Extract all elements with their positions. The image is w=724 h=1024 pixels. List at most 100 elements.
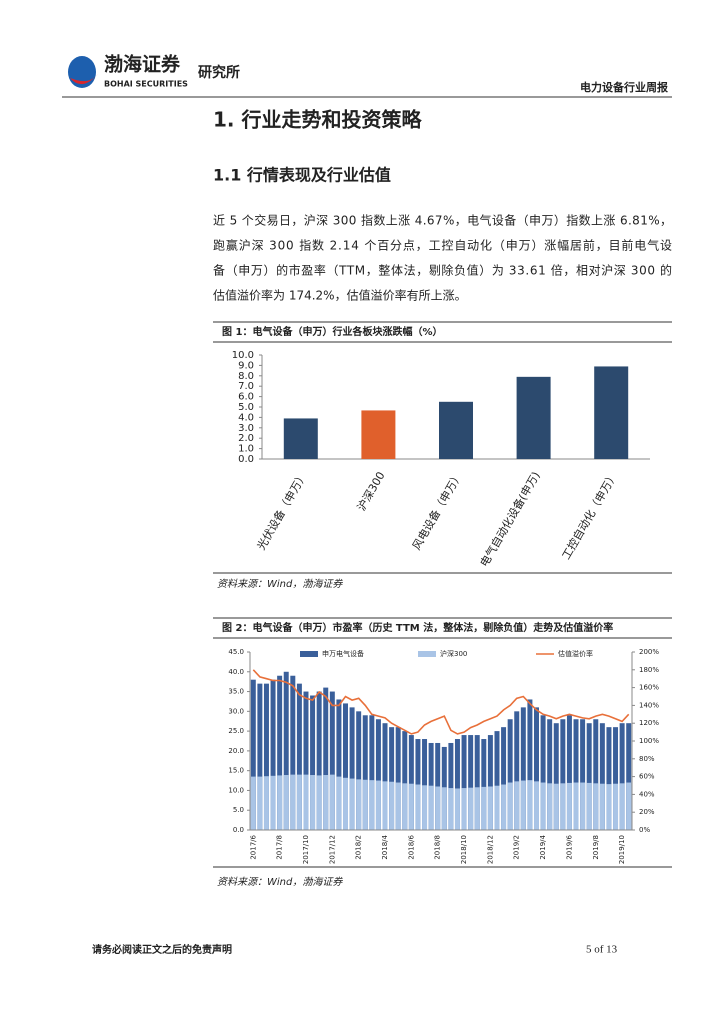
bar [257,683,263,830]
y2-tick-label: 120% [639,719,659,727]
x-tick-label: 2018/10 [460,835,468,864]
bar [277,675,283,830]
bar [599,783,605,830]
bar [323,687,329,830]
bar [283,671,289,830]
bar [534,781,539,830]
y2-tick-label: 160% [639,684,659,692]
bar [613,783,619,830]
bar [303,774,309,830]
bar [613,727,619,830]
y2-tick-label: 100% [639,737,659,745]
y-tick-label: 4.0 [238,412,254,423]
y-tick-label: 3.0 [238,423,254,434]
report-type: 电力设备行业周报 [580,80,669,94]
y-tick-label: 35.0 [228,688,244,696]
bar [441,787,447,830]
bar [296,683,302,830]
bar [439,401,473,459]
y-tick-label: 1.0 [238,444,254,455]
bar [626,782,632,830]
bar [507,719,513,830]
x-tick-label: 2019/4 [539,834,547,859]
bar [481,786,487,830]
y2-tick-label: 20% [639,808,655,816]
bar [573,719,579,830]
bar [494,785,500,830]
bar [520,707,526,830]
bar [527,699,533,830]
bar [553,723,559,830]
bar [375,780,381,830]
bar [290,675,296,830]
y-tick-label: 25.0 [228,727,244,735]
bar [514,711,520,830]
bar [553,783,559,830]
bar [263,776,269,830]
x-tick-label: 2019/6 [565,834,573,859]
bar [389,727,395,830]
bar [501,727,507,830]
bar [599,723,605,830]
bar [303,691,309,830]
bar [540,715,546,830]
bar [593,783,599,830]
bar [389,781,395,830]
paragraph-line: 备（申万）的市盈率（TTM，整体法，剔除负值）为 33.61 倍，相对沪深 30… [213,263,672,278]
x-tick-label: 2018/2 [355,835,363,860]
x-tick-label: 2017/12 [328,835,336,864]
legend-label: 估值溢价率 [558,649,593,658]
logo-cn: 渤海证券 [104,53,181,76]
x-tick-label: 2017/8 [276,835,284,860]
bar [283,418,318,459]
bar [494,731,500,830]
bar [408,735,414,830]
paragraph-line: 跑赢沪深 300 指数 2.14 个百分点，工控自动化（申万）涨幅居前，目前电气… [213,238,672,253]
bar [415,784,421,830]
bar [461,788,467,830]
x-tick-label: 风电设备（申万） [409,469,465,552]
bar [566,782,572,830]
bar [619,783,625,830]
figure-caption: 图 1：电气设备（申万）行业各板块涨跌幅（%） [222,325,442,338]
bar [408,783,414,830]
bar [547,783,553,830]
bar [343,777,348,830]
bar [422,785,428,830]
subheading: 1.1 行情表现及行业估值 [213,166,391,185]
x-tick-label: 电气自动化设备(申万) [477,469,543,569]
y-tick-label: 45.0 [228,648,244,656]
bar [580,782,586,830]
bar [540,782,546,830]
bar [454,739,460,830]
bar [487,786,493,830]
bar [566,715,572,830]
bar [250,776,256,830]
bar [507,782,513,830]
legend-label: 申万电气设备 [322,649,364,658]
y-tick-label: 5.0 [233,806,244,814]
logo-swoosh [70,74,98,85]
x-tick-label: 光伏设备（申万） [254,469,310,552]
bar [362,715,368,830]
y-tick-label: 8.0 [238,371,254,382]
bar [454,788,460,830]
bar [270,679,276,830]
figure-caption: 图 2：电气设备（申万）市盈率（历史 TTM 法，整体法，剔除负值）走势及估值溢… [222,621,613,634]
legend-swatch [300,651,318,657]
bar [580,719,586,830]
y2-tick-label: 80% [639,755,655,763]
heading: 1. 行业走势和投资策略 [213,108,422,132]
x-tick-label: 2019/8 [592,835,600,860]
bar [626,723,632,830]
bar [594,366,629,459]
y-tick-label: 10.0 [232,350,254,361]
x-tick-label: 工控自动化（申万） [559,469,621,562]
y-tick-label: 10.0 [228,786,244,794]
bar [428,785,434,830]
bar [448,788,454,830]
bar [520,780,526,830]
bar [487,735,493,830]
bar [250,679,256,830]
